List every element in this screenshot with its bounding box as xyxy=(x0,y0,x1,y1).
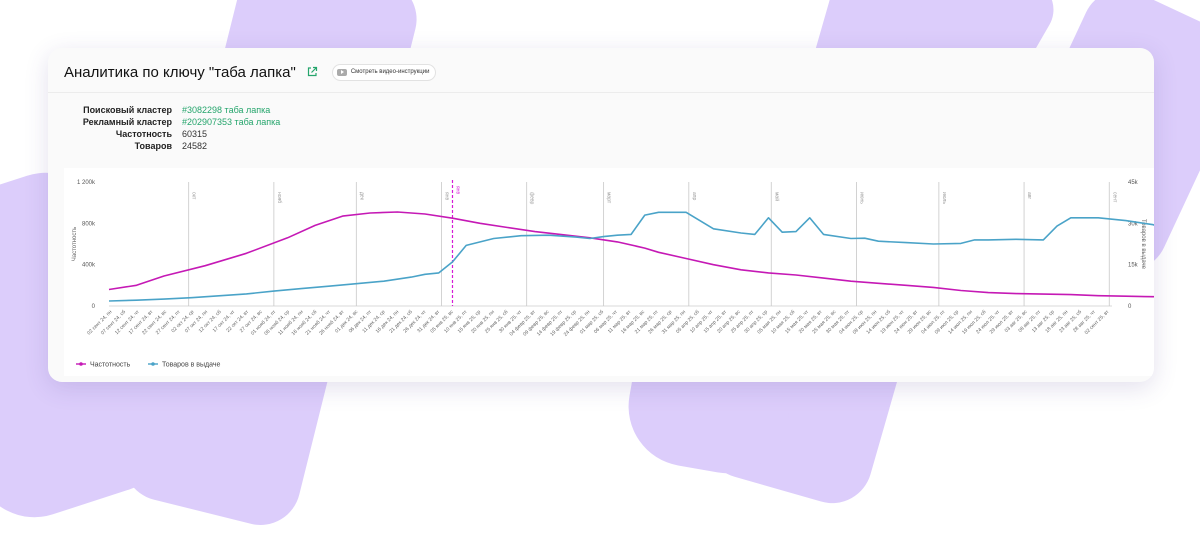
info-label: Товаров xyxy=(134,141,172,151)
today-marker-label: янв xyxy=(454,186,460,194)
ad-cluster-link[interactable]: #202907353 таба лапка xyxy=(182,117,281,127)
month-marker-label: окт xyxy=(191,192,197,200)
video-instructions-label: Смотреть видео-инструкции xyxy=(350,69,430,75)
page-title: Аналитика по ключу "таба лапка" xyxy=(64,63,296,81)
y-tick-right: 0 xyxy=(1128,304,1132,310)
card-header: Аналитика по ключу "таба лапка" Смотреть… xyxy=(64,60,437,84)
cluster-info: Поисковый кластер #3082298 таба лапка Ре… xyxy=(64,98,1154,162)
month-marker-label: февр xyxy=(529,192,535,205)
line-chart: окт нояб дек янв февр март апр май июнь июль авг се… xyxy=(72,180,1154,369)
month-marker-label: июнь xyxy=(858,192,864,204)
month-marker-label: нояб xyxy=(276,192,282,203)
info-row: Рекламный кластер #202907353 таба лапка xyxy=(64,116,281,128)
legend-label: Товаров в выдаче xyxy=(162,362,220,369)
frequency-series-line xyxy=(108,211,1154,298)
y-tick-left: 1 200k xyxy=(77,180,96,186)
month-marker-label: март xyxy=(606,192,612,204)
month-marker-label: апр xyxy=(691,192,697,200)
legend-swatch-dot xyxy=(79,362,83,366)
y-tick-right: 30k xyxy=(1128,221,1139,227)
analytics-card: Аналитика по ключу "таба лапка" Смотреть… xyxy=(48,48,1154,382)
products-value: 24582 xyxy=(182,141,208,151)
y-tick-left: 400k xyxy=(82,263,96,269)
header-divider xyxy=(48,92,1154,93)
info-label: Частотность xyxy=(115,129,172,139)
video-icon xyxy=(336,68,347,76)
month-marker-label: дек xyxy=(358,192,364,201)
month-marker-label: сент xyxy=(1111,192,1117,203)
month-marker-label: янв xyxy=(444,192,450,200)
y-tick-right: 45k xyxy=(1128,180,1139,186)
month-marker-label: май xyxy=(773,192,780,201)
y-tick-left: 800k xyxy=(82,221,96,227)
legend-swatch-dot xyxy=(151,362,155,366)
video-instructions-button[interactable]: Смотреть видео-инструкции xyxy=(331,63,437,81)
info-row: Частотность 60315 xyxy=(64,128,207,140)
y-axis-label-left: Частотность xyxy=(72,227,78,262)
search-cluster-link[interactable]: #3082298 таба лапка xyxy=(182,105,271,115)
products-series-line xyxy=(108,211,1154,302)
info-row: Товаров 24582 xyxy=(64,140,207,152)
frequency-value: 60315 xyxy=(182,129,208,139)
y-axis-label-right: Товаров в выдаче xyxy=(1140,219,1146,270)
y-tick-right: 15k xyxy=(1128,263,1139,269)
info-row: Поисковый кластер #3082298 таба лапка xyxy=(64,104,270,116)
external-link-icon[interactable] xyxy=(306,66,318,78)
chart-container: окт нояб дек янв февр март апр май июнь июль авг се… xyxy=(64,168,1154,376)
month-marker-label: авг xyxy=(1026,192,1032,199)
info-label: Рекламный кластер xyxy=(82,117,172,127)
info-label: Поисковый кластер xyxy=(83,105,172,115)
legend-label: Частотность xyxy=(90,362,131,369)
month-marker-label: июль xyxy=(941,192,947,204)
y-tick-left: 0 xyxy=(92,304,96,310)
